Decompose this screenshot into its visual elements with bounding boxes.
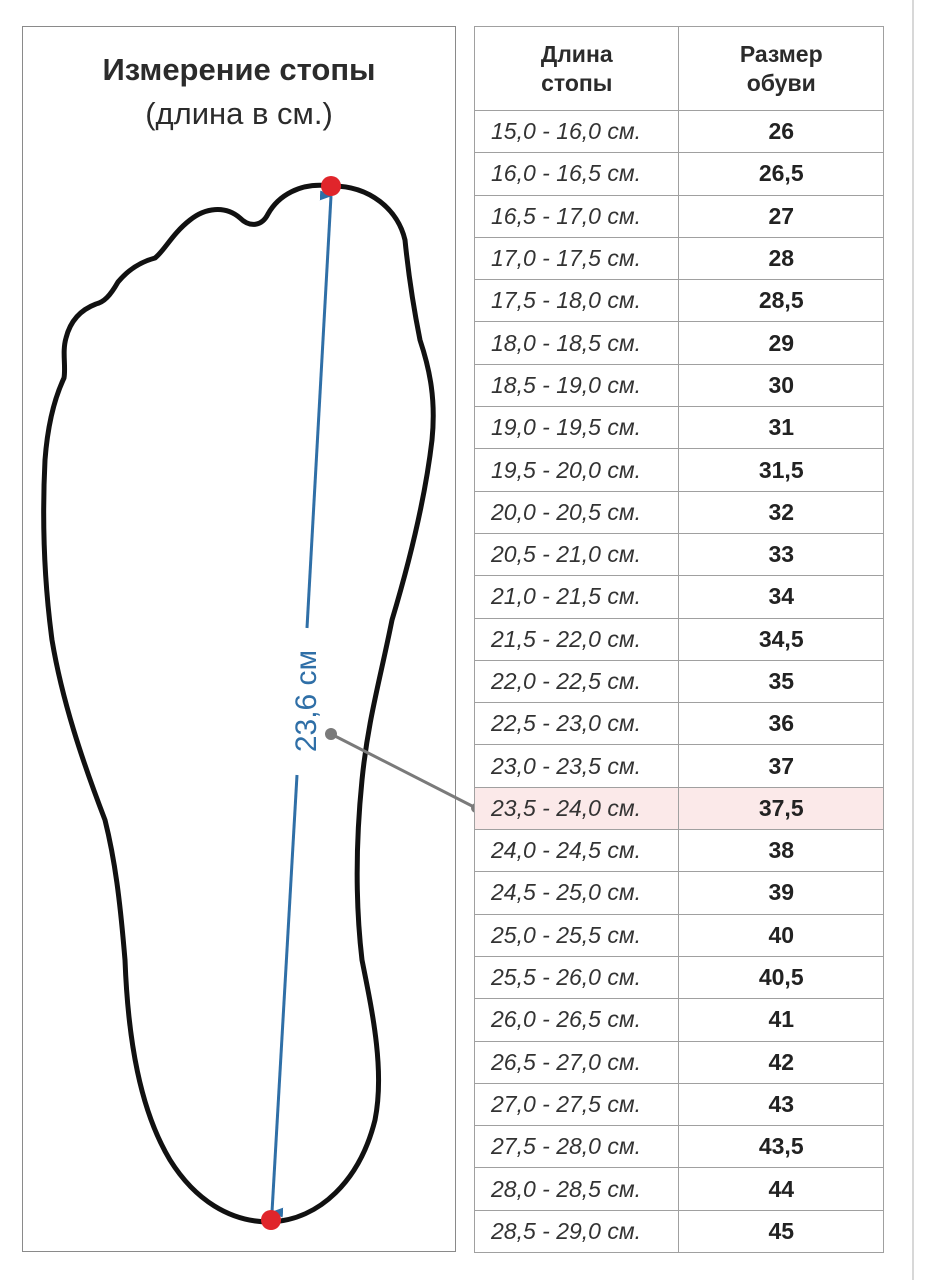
pointer-start-dot [325,728,337,740]
foot-length-cell: 24,5 - 25,0 см. [473,871,680,915]
table-row: 27,5 - 28,0 см. 43,5 [473,1125,884,1169]
foot-length-cell: 27,0 - 27,5 см. [473,1082,680,1127]
table-row: 20,0 - 20,5 см. 32 [473,490,884,534]
pointer-line [330,732,477,810]
table-row: 15,0 - 16,0 см. 26 [473,109,884,154]
table-row: 19,5 - 20,0 см. 31,5 [473,448,884,492]
shoe-size-cell: 37 [678,744,884,788]
shoe-size-cell: 36 [678,702,884,746]
foot-length-cell: 25,5 - 26,0 см. [473,955,680,1000]
shoe-size-cell: 26,5 [678,152,884,196]
diagram-subtitle: (длина в см.) [145,96,333,131]
table-row: 28,5 - 29,0 см. 45 [473,1209,884,1254]
foot-length-cell: 16,0 - 16,5 см. [473,152,680,196]
foot-length-cell: 16,5 - 17,0 см. [473,194,680,238]
foot-length-cell: 22,5 - 23,0 см. [473,702,680,746]
shoe-size-cell: 45 [678,1209,884,1254]
foot-length-cell: 23,0 - 23,5 см. [473,744,680,788]
foot-length-cell: 26,5 - 27,0 см. [473,1040,680,1084]
foot-length-cell: 24,0 - 24,5 см. [473,829,680,873]
table-row-highlighted: 23,5 - 24,0 см. 37,5 [473,786,884,831]
shoe-size-cell: 41 [678,998,884,1042]
shoe-size-cell: 43,5 [678,1125,884,1169]
shoe-size-cell: 34 [678,575,884,619]
foot-outline [41,182,436,1225]
foot-length-cell: 21,5 - 22,0 см. [473,617,680,661]
shoe-size-cell: 43 [678,1082,884,1127]
table-row: 25,0 - 25,5 см. 40 [473,913,884,957]
foot-length-cell: 25,0 - 25,5 см. [473,913,680,957]
shoe-size-cell: 31 [678,406,884,450]
header-shoe-size: Размер обуви [678,26,884,111]
shoe-size-cell: 39 [678,871,884,915]
foot-length-cell: 20,0 - 20,5 см. [473,490,680,534]
table-row: 21,5 - 22,0 см. 34,5 [473,617,884,661]
table-row: 17,0 - 17,5 см. 28 [473,236,884,281]
table-row: 18,0 - 18,5 см. 29 [473,321,884,365]
shoe-size-cell: 29 [678,321,884,365]
shoe-size-cell: 34,5 [678,617,884,661]
toe-endpoint-marker [321,176,341,196]
table-header-row: Длина стопы Размер обуви [473,26,884,111]
table-row: 26,5 - 27,0 см. 42 [473,1040,884,1084]
shoe-size-cell: 40,5 [678,955,884,1000]
foot-length-cell: 17,5 - 18,0 см. [473,279,680,323]
table-row: 23,0 - 23,5 см. 37 [473,744,884,788]
foot-length-cell: 22,0 - 22,5 см. [473,659,680,704]
foot-length-cell: 15,0 - 16,0 см. [473,109,680,154]
table-row: 21,0 - 21,5 см. 34 [473,575,884,619]
shoe-size-cell: 38 [678,829,884,873]
table-row: 26,0 - 26,5 см. 41 [473,998,884,1042]
table-row: 19,0 - 19,5 см. 31 [473,406,884,450]
shoe-size-cell: 32 [678,490,884,534]
table-row: 28,0 - 28,5 см. 44 [473,1167,884,1211]
shoe-size-cell: 28 [678,236,884,281]
foot-length-cell: 26,0 - 26,5 см. [473,998,680,1042]
table-row: 20,5 - 21,0 см. 33 [473,532,884,577]
shoe-size-cell: 42 [678,1040,884,1084]
shoe-size-cell: 30 [678,363,884,408]
size-chart-table: Длина стопы Размер обуви 15,0 - 16,0 см.… [473,26,884,1254]
table-row: 24,5 - 25,0 см. 39 [473,871,884,915]
shoe-size-cell: 35 [678,659,884,704]
table-row: 25,5 - 26,0 см. 40,5 [473,955,884,1000]
foot-length-cell: 18,5 - 19,0 см. [473,363,680,408]
table-row: 27,0 - 27,5 см. 43 [473,1082,884,1127]
foot-length-cell: 21,0 - 21,5 см. [473,575,680,619]
shoe-size-cell: 26 [678,109,884,154]
shoe-size-cell: 28,5 [678,279,884,323]
right-border-divider [912,0,914,1280]
table-row: 22,5 - 23,0 см. 36 [473,702,884,746]
table-row: 17,5 - 18,0 см. 28,5 [473,279,884,323]
foot-length-cell: 28,5 - 29,0 см. [473,1209,680,1254]
foot-length-cell: 28,0 - 28,5 см. [473,1167,680,1211]
foot-length-cell: 17,0 - 17,5 см. [473,236,680,281]
measure-arrow-lower [270,774,299,1218]
heel-endpoint-marker [261,1210,281,1230]
diagram-title: Измерение стопы [102,52,376,87]
foot-length-cell: 18,0 - 18,5 см. [473,321,680,365]
table-row: 22,0 - 22,5 см. 35 [473,659,884,704]
shoe-size-cell: 31,5 [678,448,884,492]
foot-length-cell: 27,5 - 28,0 см. [473,1125,680,1169]
table-body: 15,0 - 16,0 см. 26 16,0 - 16,5 см. 26,5 16,5… [473,109,884,1254]
shoe-size-cell: 27 [678,194,884,238]
shoe-size-cell: 44 [678,1167,884,1211]
foot-length-cell: 19,5 - 20,0 см. [473,448,680,492]
table-row: 16,0 - 16,5 см. 26,5 [473,152,884,196]
foot-length-cell: 23,5 - 24,0 см. [473,786,680,831]
foot-length-cell: 19,0 - 19,5 см. [473,406,680,450]
table-row: 24,0 - 24,5 см. 38 [473,829,884,873]
foot-diagram-panel [22,26,456,1252]
table-row: 18,5 - 19,0 см. 30 [473,363,884,408]
foot-length-cell: 20,5 - 21,0 см. [473,532,680,577]
header-foot-length: Длина стопы [473,26,680,111]
measure-arrow-upper [305,190,333,629]
shoe-size-cell: 33 [678,532,884,577]
table-row: 16,5 - 17,0 см. 27 [473,194,884,238]
shoe-size-cell: 40 [678,913,884,957]
measurement-label: 23,6 см [290,650,323,752]
shoe-size-cell: 37,5 [678,786,884,831]
